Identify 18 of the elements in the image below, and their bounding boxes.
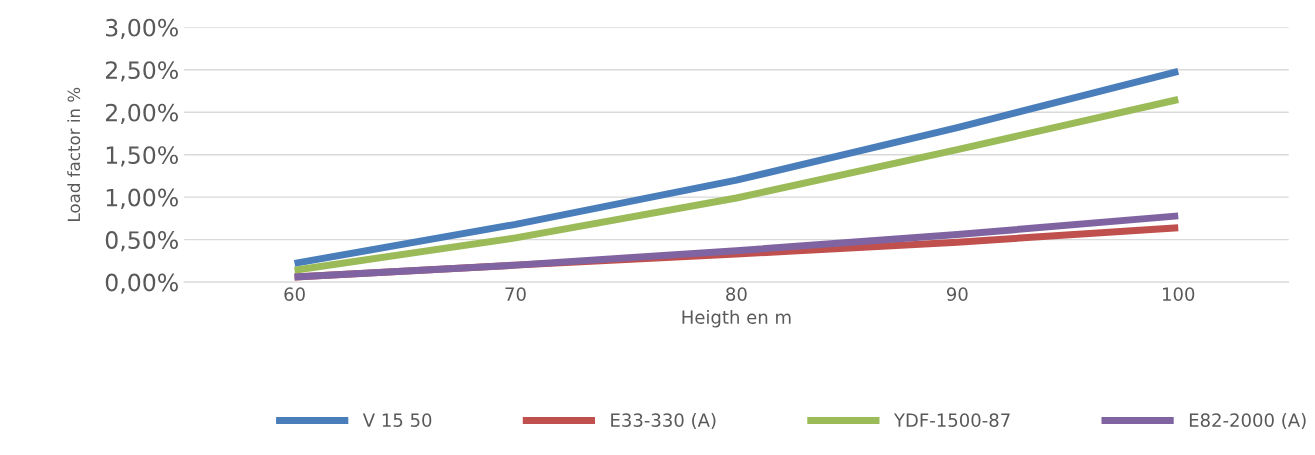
x-tick-label: 90 [946, 287, 968, 301]
x-tick-label: 60 [284, 287, 305, 301]
x-tick-label: 100 [1162, 287, 1195, 301]
legend-label: E82-2000 (A) [1189, 413, 1306, 430]
legend-label: YDF-1500-87 [893, 413, 1010, 427]
y-tick-label: 1,50% [106, 146, 178, 167]
x-tick-label: 70 [505, 287, 526, 301]
y-axis-title: Load factor in % [67, 87, 81, 221]
y-tick-label: 0,00% [105, 273, 178, 294]
y-tick-label: 0,50% [105, 231, 178, 252]
y-tick-label: 3,00% [106, 18, 178, 40]
y-tick-label: 2,50% [105, 61, 178, 82]
x-tick-label: 80 [726, 287, 747, 301]
y-tick-label: 1,00% [106, 188, 178, 209]
y-tick-label: 2,00% [105, 103, 178, 124]
legend-label: V 15 50 [362, 413, 432, 427]
x-axis-title: Heigth en m [682, 309, 791, 328]
legend-label: E33-330 (A) [611, 413, 716, 430]
